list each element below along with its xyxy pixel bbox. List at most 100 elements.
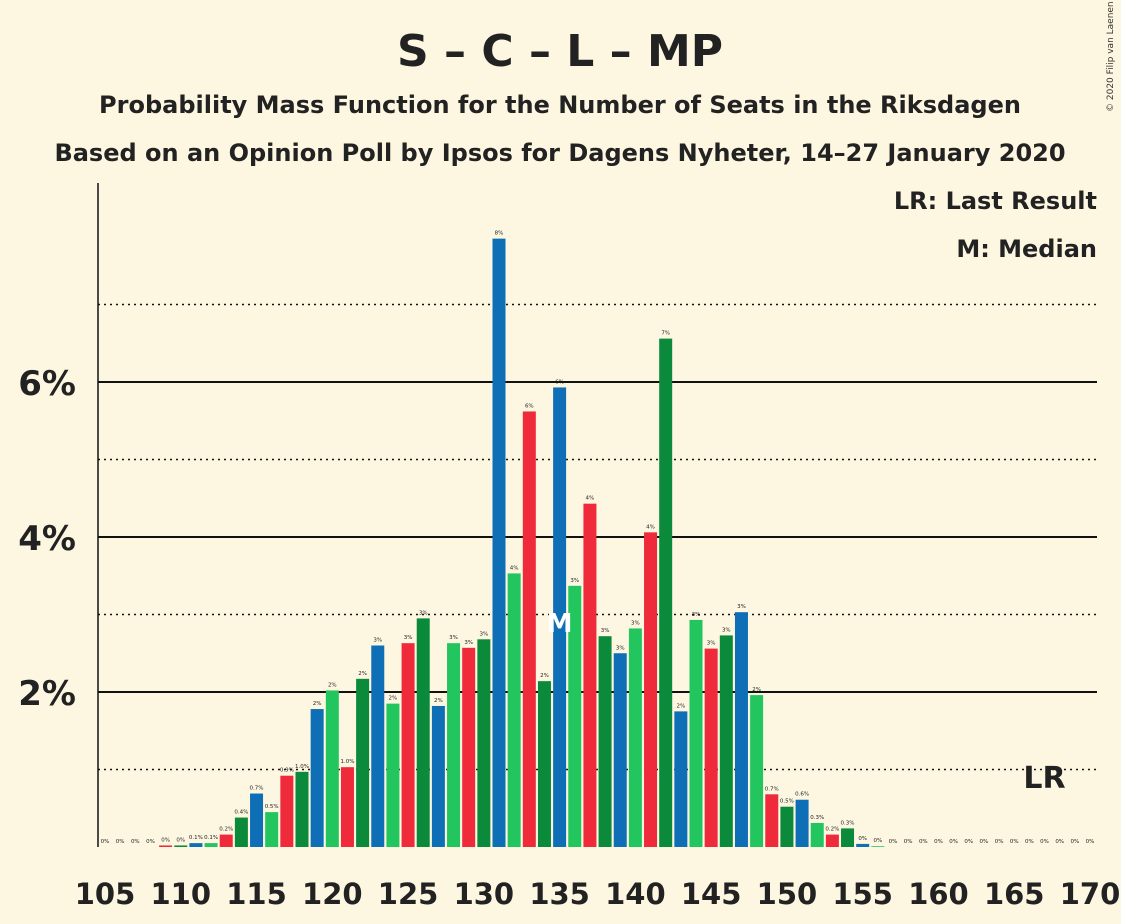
x-tick-label: 105 [75,877,136,911]
bar-134 [537,681,551,847]
bar-146 [719,635,733,847]
bar-150 [780,806,794,847]
bar-value-label-138: 3% [601,628,610,634]
bar-144 [689,619,703,847]
x-tick-label: 130 [454,877,515,911]
bar-value-label-149: 0.7% [765,786,779,792]
bar-137 [583,503,597,847]
bar-value-label-124: 2% [389,696,398,702]
chart-title: S – C – L – MP [397,26,723,77]
bar-value-label-163: 0% [980,839,989,845]
median-marker: M [547,609,573,639]
bar-124 [386,703,400,847]
bar-value-label-108: 0% [146,839,155,845]
bar-152 [810,822,824,847]
bar-value-label-162: 0% [964,839,973,845]
bar-145 [704,648,718,847]
x-tick-label: 150 [757,877,818,911]
bar-value-label-168: 0% [1055,839,1064,845]
x-tick-label: 140 [605,877,666,911]
x-tick-label: 120 [302,877,363,911]
bar-value-label-142: 7% [661,331,670,337]
x-tick-label: 165 [984,877,1045,911]
x-tick-label: 125 [378,877,439,911]
bar-113 [219,834,233,847]
bar-126 [416,618,430,847]
bar-value-label-164: 0% [995,839,1004,845]
bar-120 [325,690,339,847]
bar-value-label-139: 3% [616,645,625,651]
bar-value-label-167: 0% [1040,839,1049,845]
y-tick-label: 2% [18,674,76,714]
bar-value-label-116: 0.5% [265,804,279,810]
bar-value-label-119: 2% [313,701,322,707]
bar-136 [568,585,582,847]
bar-143 [674,711,688,847]
bar-153 [825,834,839,847]
bar-119 [310,709,324,847]
bar-value-label-111: 0.1% [189,835,203,841]
bar-125 [401,643,415,847]
bar-114 [234,817,248,847]
copyright-notice: © 2020 Filip van Laenen [1106,1,1116,112]
bar-112 [204,843,218,847]
bars [159,238,885,847]
bar-value-label-110: 0% [176,837,185,843]
bar-value-label-113: 0.2% [219,827,233,833]
bar-122 [356,678,370,847]
bar-129 [462,647,476,847]
bar-139 [613,653,627,847]
bar-148 [750,695,764,847]
bar-value-label-144: 3% [692,612,701,618]
bar-value-label-129: 3% [464,640,473,646]
bar-value-label-156: 0% [873,838,882,844]
bar-value-label-150: 0.5% [780,799,794,805]
bar-value-label-106: 0% [116,839,125,845]
bar-142 [659,338,673,847]
bar-116 [265,812,279,847]
bar-value-label-136: 3% [570,578,579,584]
bar-value-label-126: 3% [419,610,428,616]
bar-value-label-127: 2% [434,698,443,704]
bar-labels: 0% 0% 0% 0% 0% 0% 0.1% 0.1%0.2%0.4%0.7%0.5%0.9%… [101,231,1095,845]
axes: 2% 4% 6% 105 110 115 120 125 130 135 140 145 150 155 1… [18,183,1120,911]
x-tick-label: 115 [226,877,287,911]
bar-value-label-131: 8% [495,231,504,237]
bar-147 [734,612,748,847]
bar-value-label-158: 0% [904,839,913,845]
gridlines [98,303,1097,771]
legend-median: M: Median [956,235,1097,263]
bar-value-label-130: 3% [479,631,488,637]
bar-value-label-146: 3% [722,627,731,633]
bar-value-label-120: 2% [328,682,337,688]
bar-value-label-118: 1.0% [295,764,309,770]
y-tick-label: 4% [18,519,76,559]
bar-118 [295,771,309,847]
x-tick-label: 145 [681,877,742,911]
bar-value-label-112: 0.1% [204,835,218,841]
chart-subtitle-2: Based on an Opinion Poll by Ipsos for Da… [54,139,1065,167]
bar-value-label-161: 0% [949,839,958,845]
bar-value-label-128: 3% [449,635,458,641]
bar-value-label-105: 0% [101,839,110,845]
bar-value-label-137: 4% [586,496,595,502]
bar-109 [159,845,173,847]
bar-value-label-157: 0% [889,839,898,845]
bar-128 [447,643,461,847]
bar-value-label-122: 2% [358,671,367,677]
last-result-marker: LR [1023,761,1065,796]
bar-value-label-123: 3% [373,638,382,644]
bar-135 [553,387,567,847]
bar-154 [841,828,855,847]
bar-138 [598,636,612,847]
bar-123 [371,645,385,847]
bar-value-label-141: 4% [646,524,655,530]
x-tick-label: 170 [1060,877,1121,911]
bar-132 [507,573,521,847]
bar-130 [477,639,491,847]
bar-value-label-147: 3% [737,604,746,610]
x-tick-label: 110 [150,877,211,911]
bar-value-label-132: 4% [510,565,519,571]
bar-115 [250,793,264,847]
